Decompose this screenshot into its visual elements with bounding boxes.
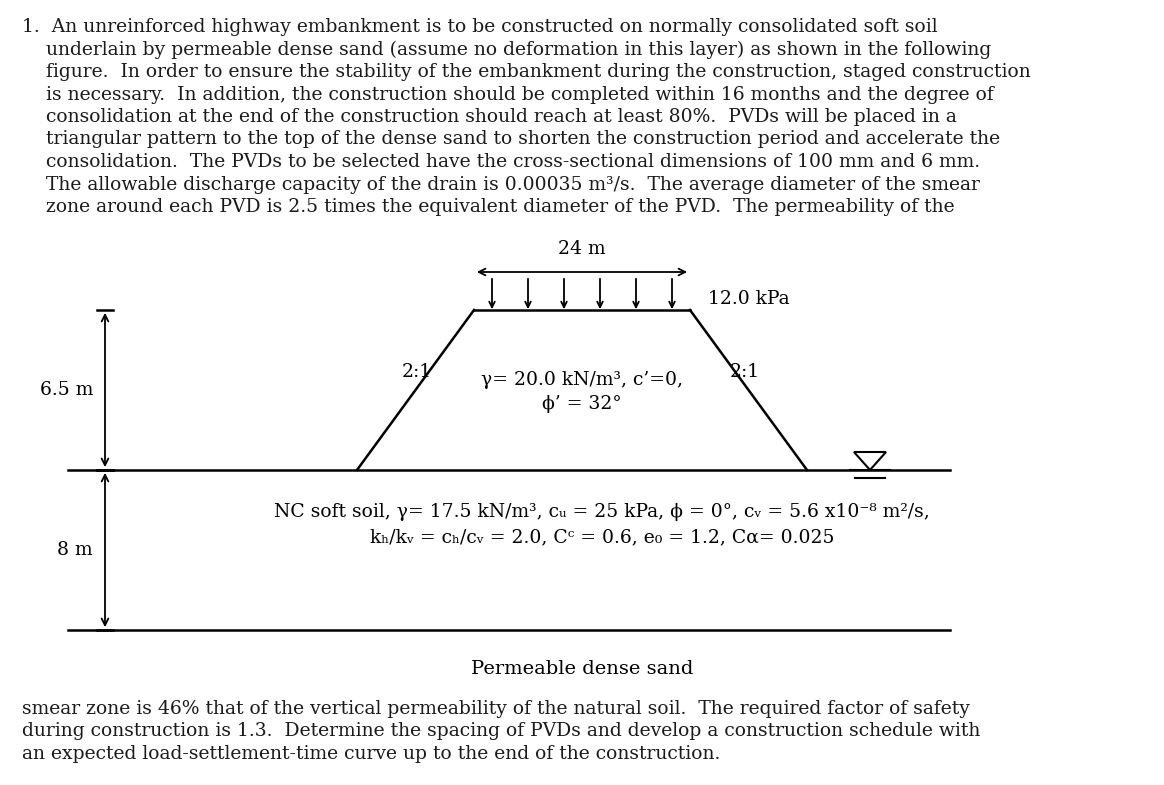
Text: γ= 20.0 kN/m³, c’=0,: γ= 20.0 kN/m³, c’=0, [481,371,683,389]
Text: The allowable discharge capacity of the drain is 0.00035 m³/s.  The average diam: The allowable discharge capacity of the … [22,176,980,193]
Text: NC soft soil, γ= 17.5 kN/m³, cᵤ = 25 kPa, ϕ = 0°, cᵥ = 5.6 x10⁻⁸ m²/s,: NC soft soil, γ= 17.5 kN/m³, cᵤ = 25 kPa… [275,503,930,521]
Text: underlain by permeable dense sand (assume no deformation in this layer) as shown: underlain by permeable dense sand (assum… [22,41,992,59]
Text: kₕ/kᵥ = cₕ/cᵥ = 2.0, Cᶜ = 0.6, e₀ = 1.2, Cα= 0.025: kₕ/kᵥ = cₕ/cᵥ = 2.0, Cᶜ = 0.6, e₀ = 1.2,… [370,528,835,546]
Text: zone around each PVD is 2.5 times the equivalent diameter of the PVD.  The perme: zone around each PVD is 2.5 times the eq… [22,198,954,216]
Text: during construction is 1.3.  Determine the spacing of PVDs and develop a constru: during construction is 1.3. Determine th… [22,722,980,740]
Text: 2:1: 2:1 [402,363,432,381]
Text: 12.0 kPa: 12.0 kPa [708,290,789,308]
Text: 6.5 m: 6.5 m [40,381,93,399]
Text: consolidation at the end of the construction should reach at least 80%.  PVDs wi: consolidation at the end of the construc… [22,108,957,126]
Text: figure.  In order to ensure the stability of the embankment during the construct: figure. In order to ensure the stability… [22,63,1031,81]
Text: 8 m: 8 m [57,541,93,559]
Text: Permeable dense sand: Permeable dense sand [470,660,694,678]
Text: 1.  An unreinforced highway embankment is to be constructed on normally consolid: 1. An unreinforced highway embankment is… [22,18,938,36]
Text: 24 m: 24 m [559,240,605,258]
Text: an expected load-settlement-time curve up to the end of the construction.: an expected load-settlement-time curve u… [22,745,721,763]
Text: smear zone is 46% that of the vertical permeability of the natural soil.  The re: smear zone is 46% that of the vertical p… [22,700,970,718]
Text: consolidation.  The PVDs to be selected have the cross-sectional dimensions of 1: consolidation. The PVDs to be selected h… [22,153,980,171]
Text: triangular pattern to the top of the dense sand to shorten the construction peri: triangular pattern to the top of the den… [22,130,1000,148]
Text: ϕ’ = 32°: ϕ’ = 32° [542,395,622,413]
Text: 2:1: 2:1 [730,363,760,381]
Text: is necessary.  In addition, the construction should be completed within 16 month: is necessary. In addition, the construct… [22,86,994,104]
